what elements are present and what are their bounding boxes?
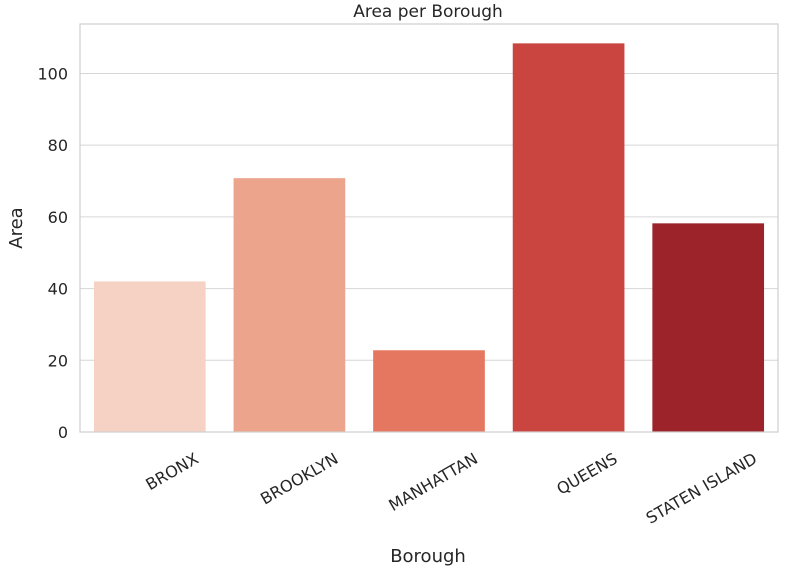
y-axis-label: Area bbox=[6, 207, 27, 248]
y-tick-labels: 0 20 40 60 80 100 bbox=[37, 64, 68, 442]
x-tick-label: QUEENS bbox=[553, 449, 620, 499]
plot-frame bbox=[79, 23, 779, 433]
bar-staten-island bbox=[652, 223, 765, 432]
chart-title: Area per Borough bbox=[353, 2, 503, 22]
bar-brooklyn bbox=[233, 178, 346, 432]
bar-manhattan bbox=[373, 350, 485, 432]
y-tick-label: 60 bbox=[48, 208, 68, 227]
x-axis-label: Borough bbox=[390, 546, 466, 567]
x-tick-label: BROOKLYN bbox=[257, 449, 341, 509]
x-tick-label: BRONX bbox=[142, 449, 201, 494]
y-tick-label: 100 bbox=[37, 64, 68, 83]
bars bbox=[93, 43, 765, 432]
y-tick-label: 40 bbox=[48, 280, 68, 299]
y-tick-label: 0 bbox=[58, 423, 68, 442]
y-tick-label: 20 bbox=[48, 351, 68, 370]
bar-queens bbox=[512, 43, 625, 432]
x-tick-labels: BRONX BROOKLYN MANHATTAN QUEENS STATEN ISLAN… bbox=[142, 449, 760, 528]
y-tick-label: 80 bbox=[48, 136, 68, 155]
x-tick-label: STATEN ISLAND bbox=[643, 449, 761, 528]
bar-bronx bbox=[93, 281, 206, 432]
x-tick-label: MANHATTAN bbox=[385, 449, 481, 515]
